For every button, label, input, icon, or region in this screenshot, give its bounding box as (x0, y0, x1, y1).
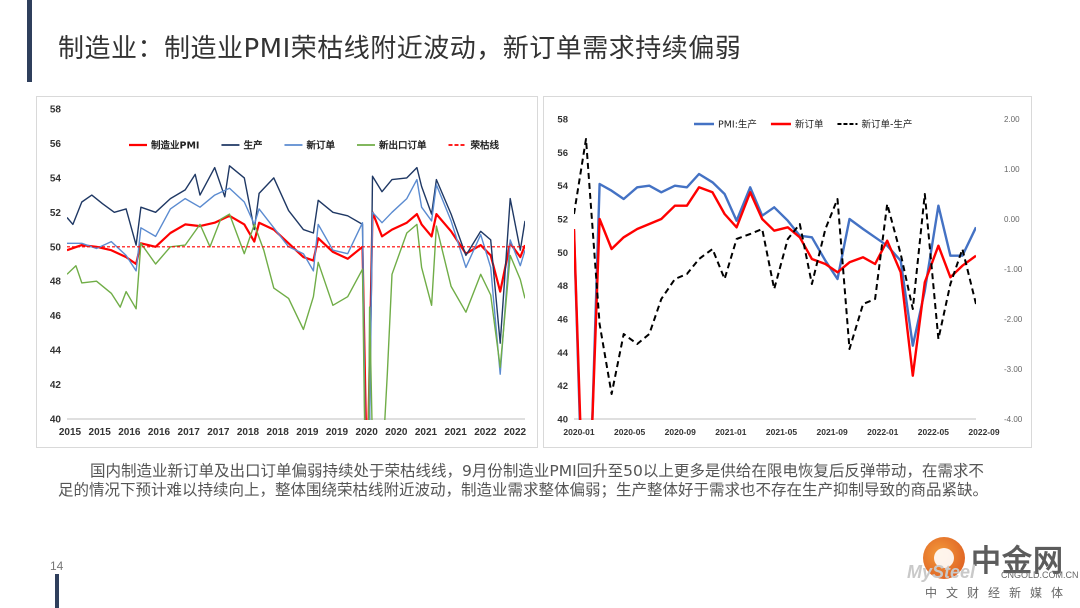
x-tick-label-13: 2021 (445, 427, 468, 438)
summary-paragraph: 国内制造业新订单及出口订单偏弱持续处于荣枯线线，9月份制造业PMI回升至50以上… (58, 462, 989, 499)
legend-label-pmi-0: 制造业PMI (151, 140, 199, 152)
x-tick-label-5: 2021-09 (817, 427, 848, 437)
y-tick-label-9: 58 (50, 105, 62, 116)
x-tick-label-7: 2018 (267, 427, 290, 438)
y-tick-label-9: 58 (557, 115, 568, 126)
y-tick-label-3: 46 (557, 315, 568, 326)
x-tick-label-9: 2019 (326, 427, 349, 438)
watermark-domain: CNGOLD.COM.CN (1001, 570, 1079, 580)
y-tick-label-5: 50 (557, 248, 568, 259)
legend-label-item-1: 新订单 (795, 119, 824, 131)
logo-circle-icon (923, 537, 965, 579)
series-line-item-2 (67, 178, 525, 420)
y-tick-label-6: 52 (50, 208, 62, 219)
chart-left-svg: 40 42 44 46 48 50 52 54 56 58 2015 2015 2016 2016 2017… (50, 105, 527, 439)
y2-tick-label-2: -2.00 (1004, 315, 1023, 324)
y-tick-label-1: 42 (557, 381, 568, 392)
page-number: 14 (50, 559, 64, 573)
y-tick-label-4: 48 (557, 281, 568, 292)
y-tick-label-0: 40 (50, 415, 62, 426)
x-tick-label-3: 2021-01 (715, 427, 746, 437)
x-tick-label-2: 2016 (118, 427, 141, 438)
x-tick-label-11: 2020 (385, 427, 408, 438)
series-line-item-1 (574, 186, 976, 420)
x-tick-label-8: 2022-09 (968, 427, 999, 437)
x-tick-label-1: 2015 (89, 427, 112, 438)
y-tick-label-3: 46 (50, 311, 62, 322)
y2-tick-label-0: -4.00 (1004, 415, 1023, 424)
accent-bar-top (27, 0, 32, 82)
y-tick-label-8: 56 (557, 148, 568, 159)
y-tick-label-7: 54 (50, 173, 62, 184)
chart-production-vs-orders: 40 42 44 46 48 50 52 54 56 58 -4.00 -3.00 -2.00 -1.00… (543, 96, 1032, 448)
y-tick-label-8: 56 (50, 139, 62, 150)
x-tick-label-3: 2016 (148, 427, 171, 438)
slide-title: 制造业：制造业PMI荣枯线附近波动，新订单需求持续偏弱 (58, 34, 742, 64)
legend-label-pmi-0: PMI:生产 (718, 119, 757, 131)
y-tick-label-2: 44 (557, 348, 568, 359)
x-tick-label-6: 2018 (237, 427, 260, 438)
x-tick-label-12: 2021 (415, 427, 438, 438)
chart-pmi-subindices: 40 42 44 46 48 50 52 54 56 58 2015 2015 2016 2016 2017… (36, 96, 538, 448)
y-tick-label-1: 42 (50, 380, 62, 391)
x-tick-label-15: 2022 (504, 427, 527, 438)
x-tick-label-5: 2017 (207, 427, 230, 438)
y2-tick-label-5: 1.00 (1004, 165, 1020, 174)
y-tick-label-0: 40 (557, 415, 568, 426)
legend-label-item-4: 荣枯线 (470, 140, 500, 152)
x-tick-label-7: 2022-05 (918, 427, 949, 437)
y-tick-label-7: 54 (557, 181, 568, 192)
chart-right-svg: 40 42 44 46 48 50 52 54 56 58 -4.00 -3.00 -2.00 -1.00… (557, 115, 1023, 438)
y2-tick-label-6: 2.00 (1004, 115, 1020, 124)
x-tick-label-8: 2019 (296, 427, 319, 438)
y-tick-label-6: 52 (557, 215, 568, 226)
series-line-item-1 (67, 165, 525, 420)
legend-label-item-1: 生产 (243, 140, 263, 152)
y2-tick-label-4: 0.00 (1004, 215, 1020, 224)
accent-bar-bottom (55, 574, 59, 608)
x-tick-label-10: 2020 (356, 427, 379, 438)
x-tick-label-2: 2020-09 (665, 427, 696, 437)
watermark-logo: 中金网 MySteel CNGOLD.COM.CN 中文财经新媒体 (905, 532, 1079, 608)
legend-label-item-2: 新订单-生产 (861, 119, 912, 131)
series-line-pmi-0 (574, 172, 976, 420)
watermark-brand: 中金网 (971, 544, 1064, 579)
x-tick-label-14: 2022 (474, 427, 497, 438)
y-tick-label-4: 48 (50, 277, 62, 288)
x-tick-label-0: 2020-01 (563, 427, 594, 437)
series-line-item-2 (574, 138, 976, 395)
x-tick-label-1: 2020-05 (614, 427, 645, 437)
watermark-latin: MySteel (907, 562, 976, 582)
legend-label-item-2: 新订单 (306, 140, 335, 152)
y2-tick-label-1: -3.00 (1004, 365, 1023, 374)
y-tick-label-2: 44 (50, 346, 62, 357)
x-tick-label-4: 2021-05 (766, 427, 797, 437)
x-tick-label-6: 2022-01 (867, 427, 898, 437)
x-tick-label-4: 2017 (178, 427, 201, 438)
x-tick-label-0: 2015 (59, 427, 82, 438)
legend-label-item-3: 新出口订单 (379, 140, 427, 152)
watermark-tagline: 中文财经新媒体 (925, 586, 1073, 600)
series-line-pmi-0 (67, 211, 525, 420)
series-line-item-3 (67, 213, 525, 420)
y-tick-label-5: 50 (50, 242, 62, 253)
y2-tick-label-3: -1.00 (1004, 265, 1023, 274)
